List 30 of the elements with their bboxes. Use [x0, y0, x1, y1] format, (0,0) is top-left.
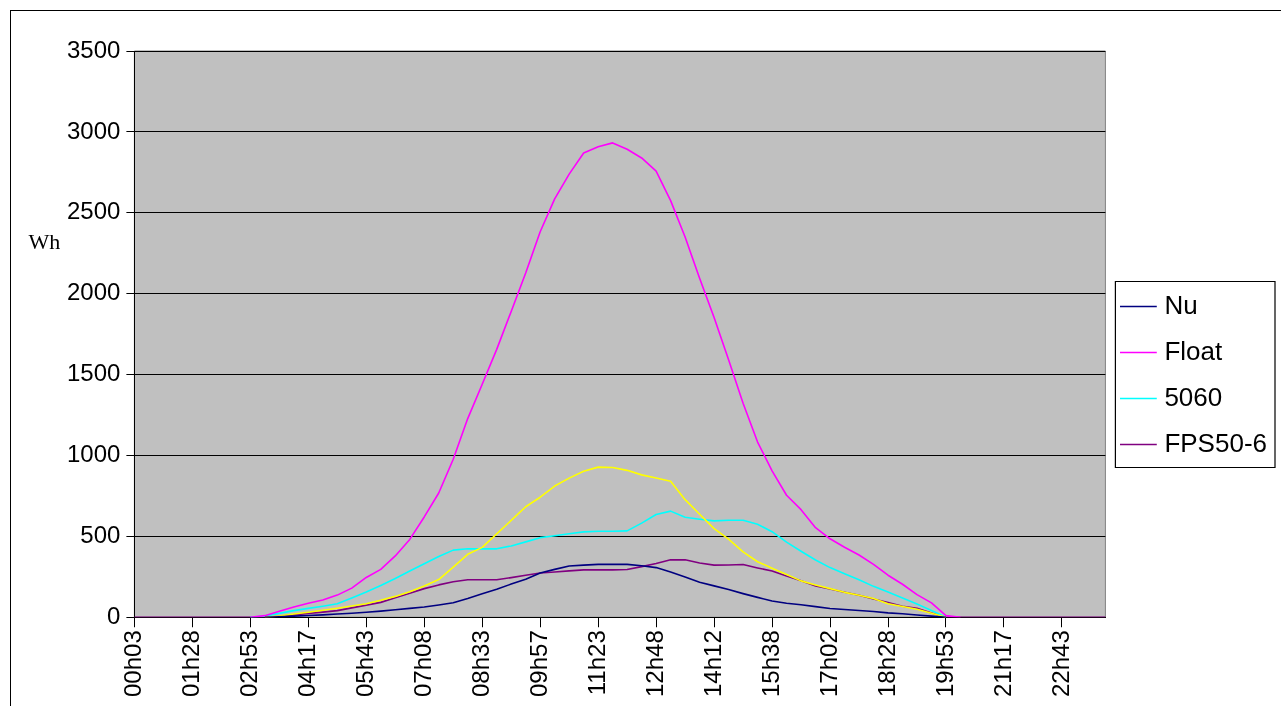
y-tick-label: 500: [80, 520, 121, 548]
x-tick-label: 21h17: [988, 630, 1016, 698]
x-tick-label: 19h53: [930, 630, 958, 698]
y-tick-label: 2000: [67, 278, 121, 306]
x-tick-label: 15h38: [756, 630, 784, 698]
x-tick-label: 08h33: [466, 630, 494, 698]
x-tick-label: 07h08: [408, 630, 436, 698]
legend-label: Float: [1164, 335, 1223, 366]
y-tick-label: 3500: [67, 35, 121, 63]
x-tick-label: 00h03: [119, 630, 147, 698]
x-tick-label: 04h17: [292, 630, 320, 698]
x-tick-label: 11h23: [582, 630, 610, 696]
x-tick-label: 12h48: [640, 630, 668, 698]
x-tick-label: 14h12: [698, 630, 726, 698]
y-tick-label: 1500: [67, 359, 121, 387]
y-tick-label: 3000: [67, 116, 121, 144]
x-tick-label: 01h28: [176, 630, 204, 698]
y-tick-label: 2500: [67, 197, 121, 225]
x-tick-label: 17h02: [814, 630, 842, 698]
x-tick-label: 05h43: [350, 630, 378, 698]
y-axis-title: Wh: [28, 229, 61, 255]
x-tick-label: 09h57: [524, 630, 552, 698]
x-tick-label: 18h28: [872, 630, 900, 698]
x-tick-label: 22h43: [1046, 630, 1074, 698]
legend-label: Nu: [1164, 289, 1198, 320]
y-tick-label: 1000: [67, 440, 121, 468]
x-tick-label: 02h53: [234, 630, 262, 698]
legend-label: FPS50-6: [1164, 427, 1268, 458]
legend-label: 5060: [1164, 381, 1223, 412]
y-tick-label: 0: [107, 601, 121, 629]
